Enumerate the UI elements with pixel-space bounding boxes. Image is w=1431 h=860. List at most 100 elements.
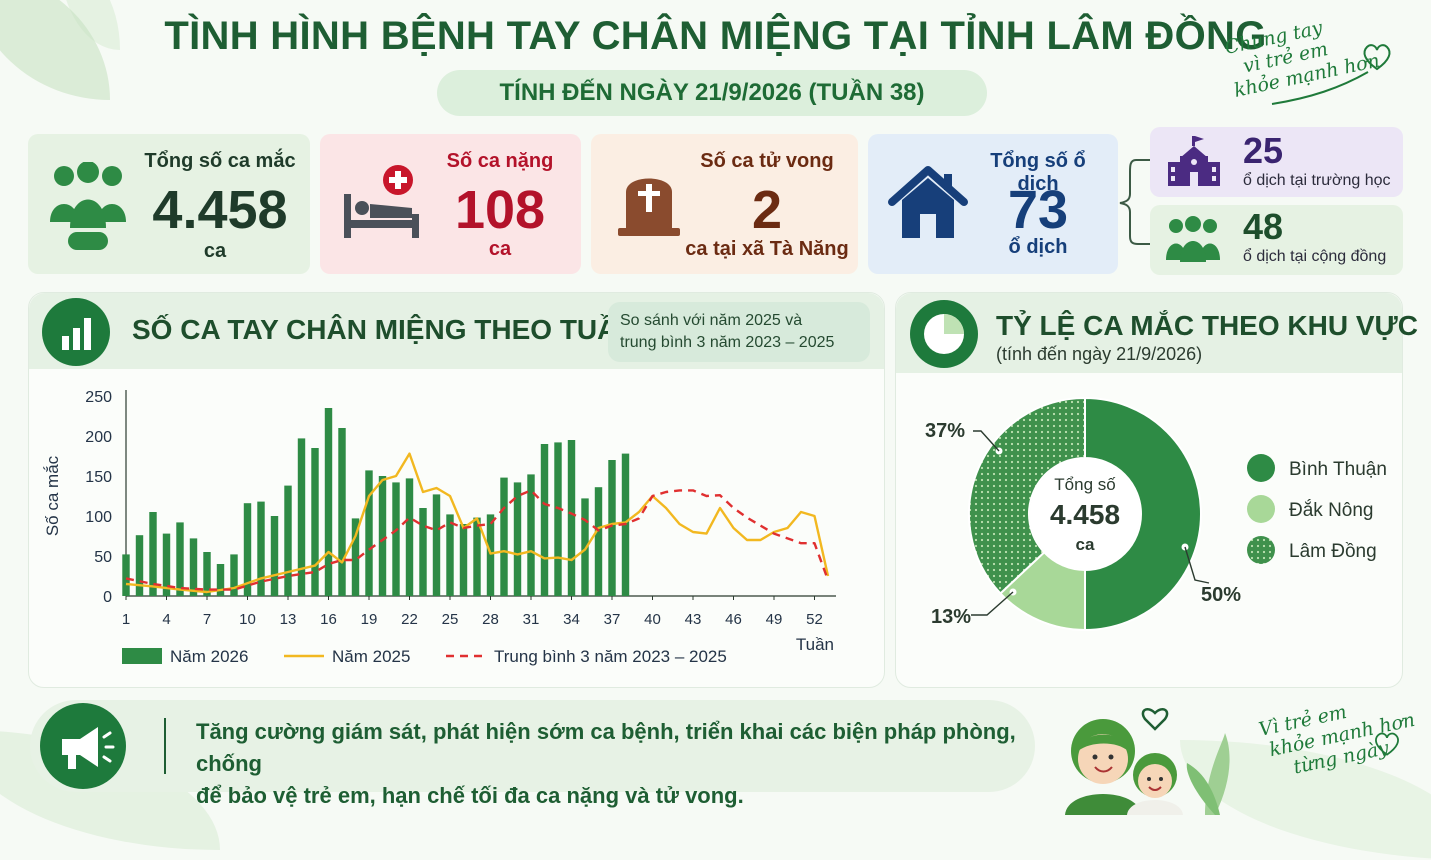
date-subtitle: TÍNH ĐẾN NGÀY 21/9/2026 (TUẦN 38) bbox=[437, 70, 987, 116]
legend-swatch bbox=[1247, 536, 1275, 564]
x-axis-label: Tuần bbox=[796, 635, 834, 654]
message-line: để bảo vệ trẻ em, hạn chế tối đa ca nặng… bbox=[196, 783, 744, 808]
bar-2026 bbox=[297, 438, 306, 596]
y-tick-label: 0 bbox=[103, 589, 112, 606]
weekly-chart-title: SỐ CA TAY CHÂN MIỆNG THEO TUẦN bbox=[132, 314, 638, 345]
leader-line bbox=[971, 591, 1014, 616]
x-tick-label: 31 bbox=[523, 611, 540, 628]
bar-2026 bbox=[351, 518, 360, 596]
bar-2026 bbox=[419, 508, 427, 596]
region-chart-title: TỶ LỆ CA MẮC THEO KHU VỰC bbox=[996, 310, 1418, 341]
legend-swatch bbox=[122, 648, 162, 664]
bar-chart-icon bbox=[42, 298, 110, 366]
bar-2026 bbox=[203, 552, 211, 596]
deaths-value: 2 bbox=[751, 180, 783, 240]
slice-value-label: 37% bbox=[925, 420, 965, 442]
x-tick-label: 40 bbox=[644, 611, 661, 628]
slice-value-label: 13% bbox=[931, 606, 971, 628]
legend-label: Lâm Đồng bbox=[1289, 541, 1377, 562]
bar-2026 bbox=[216, 564, 225, 596]
heart-icon bbox=[1363, 44, 1391, 71]
legend-label: Năm 2026 bbox=[170, 647, 248, 666]
donut-center bbox=[1030, 459, 1140, 569]
note-line: trung bình 3 năm 2023 – 2025 bbox=[620, 334, 835, 351]
school-icon bbox=[1168, 136, 1220, 186]
gravestone-icon bbox=[618, 178, 680, 236]
outbreaks-unit: ổ dịch bbox=[1008, 236, 1068, 258]
y-tick-label: 150 bbox=[85, 469, 112, 486]
x-tick-label: 49 bbox=[766, 611, 783, 628]
x-tick-label: 52 bbox=[806, 611, 823, 628]
center-unit: ca bbox=[1076, 535, 1095, 554]
message-bar bbox=[30, 700, 1035, 792]
y-tick-label: 100 bbox=[85, 509, 112, 526]
total-cases-value: 4.458 bbox=[152, 180, 288, 240]
x-tick-label: 43 bbox=[685, 611, 702, 628]
megaphone-icon bbox=[40, 703, 126, 789]
x-tick-label: 4 bbox=[162, 611, 170, 628]
bar-2026 bbox=[594, 487, 603, 596]
legend-swatch bbox=[1247, 495, 1275, 523]
bar-2026 bbox=[284, 485, 292, 596]
center-label: Tổng số bbox=[1054, 475, 1116, 494]
total-cases-unit: ca bbox=[203, 240, 227, 262]
bar-2026 bbox=[392, 482, 400, 596]
leader-line bbox=[1184, 546, 1210, 584]
bracket-connector bbox=[1119, 159, 1150, 245]
x-tick-label: 1 bbox=[122, 611, 130, 628]
message-line: Tăng cường giám sát, phát hiện sớm ca bệ… bbox=[196, 719, 1016, 776]
bar-2026 bbox=[581, 498, 589, 596]
slogan-underline bbox=[1271, 71, 1369, 105]
total-cases-label: Tổng số ca mắc bbox=[144, 150, 296, 172]
total-cases-card bbox=[28, 134, 310, 274]
legend-swatch bbox=[1247, 454, 1275, 482]
weekly-chart-note: So sánh với năm 2025 và trung bình 3 năm… bbox=[608, 302, 870, 362]
note-line: So sánh với năm 2025 và bbox=[620, 312, 803, 329]
y-tick-label: 250 bbox=[85, 389, 112, 406]
x-tick-label: 13 bbox=[280, 611, 297, 628]
bar-2026 bbox=[554, 442, 562, 596]
x-tick-label: 7 bbox=[203, 611, 211, 628]
hospital-bed-icon bbox=[344, 165, 419, 238]
bar-2026 bbox=[149, 512, 157, 596]
bar-2026 bbox=[311, 448, 319, 596]
bar-2026 bbox=[459, 524, 468, 596]
slice-value-label: 50% bbox=[1201, 584, 1241, 606]
severe-cases-label: Số ca nặng bbox=[446, 150, 554, 172]
community-outbreaks-label: ổ dịch tại cộng đồng bbox=[1243, 248, 1387, 265]
bar-2026 bbox=[122, 554, 130, 596]
pie-chart-icon bbox=[910, 300, 978, 368]
line-2025 bbox=[125, 452, 830, 594]
x-tick-label: 34 bbox=[563, 611, 580, 628]
bar-2026 bbox=[513, 482, 522, 596]
x-tick-label: 46 bbox=[725, 611, 742, 628]
school-outbreaks-value: 25 bbox=[1243, 130, 1284, 171]
community-outbreaks-value: 48 bbox=[1243, 206, 1284, 247]
severe-cases-unit: ca bbox=[488, 238, 512, 260]
leader-line bbox=[973, 430, 1000, 452]
x-tick-label: 25 bbox=[442, 611, 459, 628]
severe-cases-value: 108 bbox=[454, 180, 546, 240]
bar-2026 bbox=[405, 478, 414, 596]
bar-2026 bbox=[500, 477, 508, 596]
community-icon bbox=[1166, 216, 1220, 262]
bar-2026 bbox=[162, 533, 171, 596]
bar-2026 bbox=[176, 522, 184, 596]
bar-2026 bbox=[135, 535, 144, 596]
bar-2026 bbox=[324, 408, 333, 596]
x-tick-label: 28 bbox=[482, 611, 499, 628]
y-tick-label: 50 bbox=[94, 549, 112, 566]
x-tick-label: 16 bbox=[320, 611, 337, 628]
bar-2026 bbox=[189, 538, 198, 596]
message-divider bbox=[164, 718, 166, 774]
school-outbreaks-label: ổ dịch tại trường học bbox=[1243, 172, 1391, 189]
pie-slice bbox=[1084, 396, 1202, 632]
bar-2026 bbox=[365, 470, 373, 596]
bar-2026 bbox=[527, 474, 535, 596]
legend-label: Đắk Nông bbox=[1289, 499, 1374, 521]
bar-2026 bbox=[486, 514, 495, 596]
bar-2026 bbox=[540, 444, 549, 596]
legend-label: Trung bình 3 năm 2023 – 2025 bbox=[494, 647, 727, 666]
bar-2026 bbox=[446, 514, 454, 596]
bar-2026 bbox=[608, 460, 616, 596]
